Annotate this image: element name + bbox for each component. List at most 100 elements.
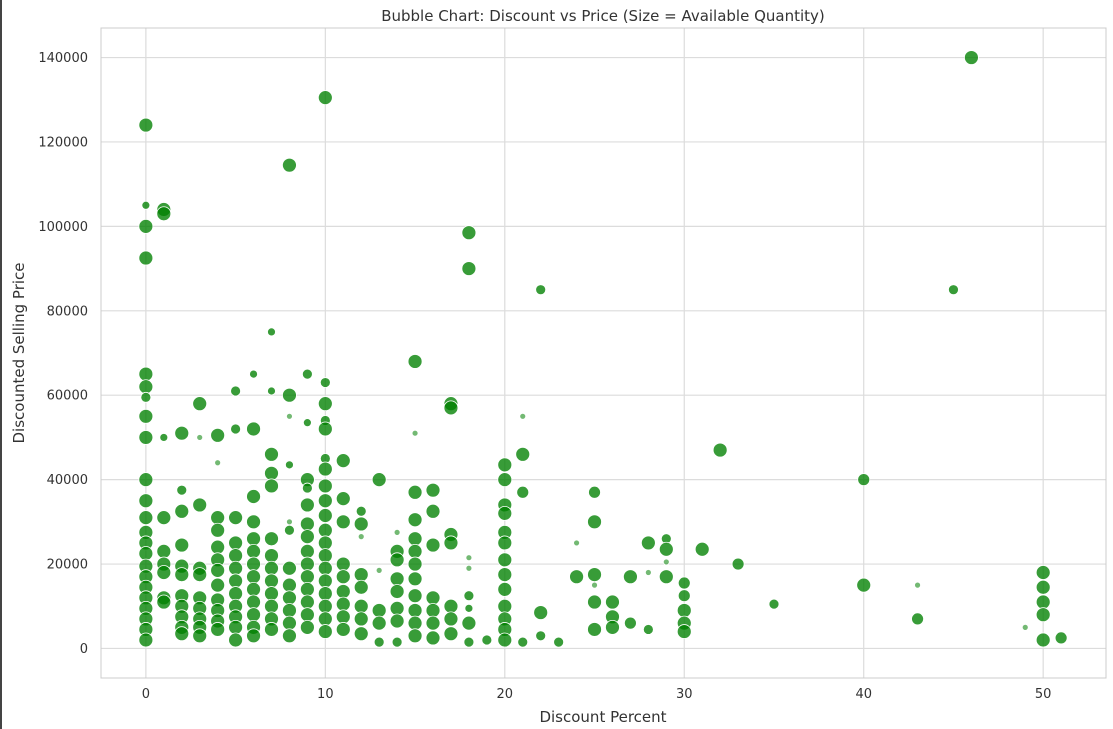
bubble-point [373,636,385,648]
bubble-point [319,377,331,388]
bubble-point [533,605,549,620]
bubble-point [911,612,924,626]
bubble-point [1035,632,1051,648]
bubble-point [138,546,154,561]
bubble-point [228,535,243,551]
bubble-point [282,603,297,618]
bubble-point [317,535,333,551]
bubble-point [176,484,188,496]
bubble-point [210,522,226,538]
bubble-point [138,472,154,488]
bubble-point [515,446,531,462]
bubble-point [914,581,921,589]
bubble-point [299,497,315,513]
y-axis-label: Discounted Selling Price [10,262,28,443]
bubble-point [317,522,333,538]
bubble-point [497,632,513,648]
bubble-point [156,510,172,526]
bubble-point [264,531,279,547]
bubble-point [299,529,315,545]
bubble-point [138,493,154,509]
bubble-point [407,615,423,631]
bubble-point [375,566,383,574]
bubble-point [658,541,674,557]
bubble-point [425,590,441,606]
bubble-point [624,616,637,630]
bubble-point [282,615,297,631]
bubble-point [389,571,405,587]
bubble-point [425,482,441,498]
bubble-point [407,354,423,369]
bubble-point [461,261,477,276]
bubble-point [267,386,276,396]
bubble-point [246,628,261,644]
bubble-point [210,427,226,443]
bubble-point [425,603,441,618]
bubble-point [588,485,601,499]
bubble-point [317,560,333,576]
bubble-point [768,598,780,610]
bubble-point [642,624,654,635]
bubble-point [317,396,333,412]
bubble-point [138,117,154,133]
bubble-point [1035,594,1051,610]
bubble-point [282,628,297,644]
bubble-point [587,594,602,610]
bubble-point [425,537,441,553]
bubble-point [299,569,315,585]
bubble-point [282,387,297,403]
bubble-point [267,327,276,337]
bubble-point [677,576,691,590]
bubble-point [286,412,293,420]
bubble-point [140,391,152,403]
bubble-point [1035,607,1051,623]
plot-frame [100,27,1107,679]
bubble-point [587,622,602,637]
bubble-point [407,512,423,528]
bubble-point [517,636,529,648]
bubble-point [497,505,513,521]
bubble-point [948,284,959,296]
bubble-point [461,225,477,241]
bubble-point [443,598,459,614]
bubble-point [246,514,261,530]
bubble-point [353,516,369,532]
bubble-point [407,484,423,500]
bubble-point [174,567,190,582]
bubble-point [210,577,226,593]
bubble-point [317,493,333,509]
bubble-point [371,615,387,631]
bubble-point [299,556,315,572]
bubble-point [299,619,315,635]
bubble-point [246,531,261,547]
bubble-point [407,556,423,572]
bubble-point [246,569,261,585]
bubble-point [138,366,154,382]
bubble-point [210,562,226,578]
bubble-point [156,565,172,580]
bubble-point [465,554,473,562]
bubble-point [246,421,261,437]
bubble-point [335,556,351,572]
bubble-point [371,472,387,488]
chart-title: Bubble Chart: Discount vs Price (Size = … [381,7,825,25]
bubble-point [371,603,387,618]
bubble-point [210,539,226,555]
bubble-point [605,619,620,635]
bubble-point [407,628,423,644]
bubble-point [264,573,279,589]
gridlines [101,28,1106,678]
bubble-point [335,453,351,469]
bubble-point [317,611,333,627]
bubble-point [644,569,652,576]
bubble-point [662,558,670,566]
bubble-point [210,622,226,637]
bubble-point [285,460,294,470]
bubble-point [299,607,315,623]
bubble-point [159,433,169,442]
bubble-point [461,615,477,631]
bubble-point [228,510,243,526]
bubble-point [156,206,172,222]
bubble-point [317,548,333,563]
bubble-point [317,90,333,106]
